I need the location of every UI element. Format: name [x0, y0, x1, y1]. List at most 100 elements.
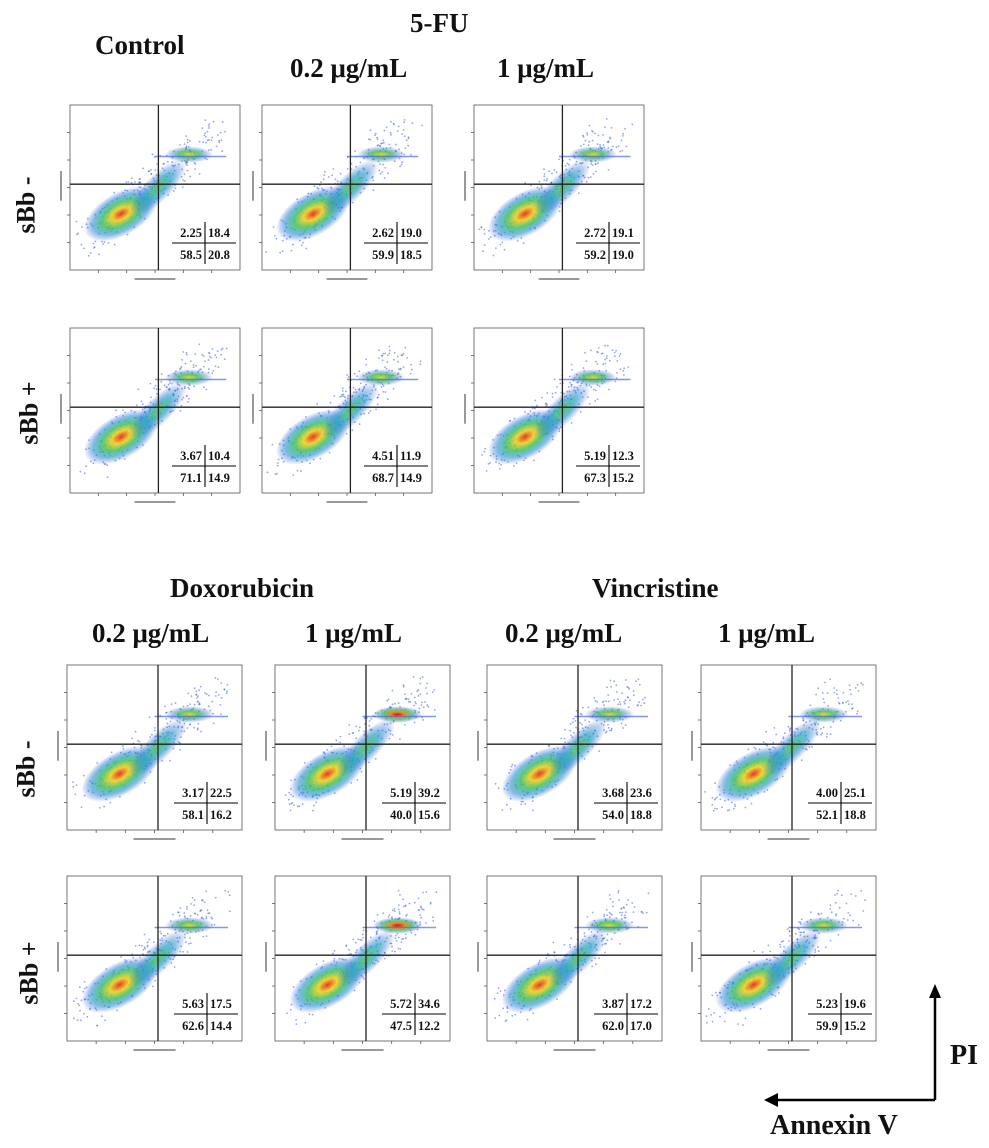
quadrant-value-q1: 5.19	[584, 449, 606, 463]
y-axis-caption	[57, 731, 59, 761]
event-dot	[425, 922, 427, 924]
event-dot	[642, 912, 644, 914]
event-dot	[511, 763, 514, 766]
event-dot	[229, 910, 231, 913]
event-dot	[284, 794, 287, 796]
event-dot	[335, 739, 338, 742]
event-dot	[487, 238, 490, 240]
event-dot	[173, 966, 176, 968]
event-dot	[579, 721, 581, 724]
event-dot	[833, 691, 836, 694]
event-dot	[617, 891, 620, 894]
event-dot	[374, 757, 377, 760]
event-dot	[619, 150, 622, 153]
event-dot	[851, 707, 853, 710]
event-dot	[632, 911, 635, 913]
event-dot	[110, 751, 113, 754]
event-dot	[130, 177, 133, 180]
event-dot	[584, 351, 586, 354]
event-dot	[381, 359, 384, 362]
event-dot	[823, 701, 826, 704]
event-dot	[829, 908, 831, 910]
event-dot	[624, 127, 626, 130]
event-dot	[170, 703, 173, 706]
event-dot	[842, 691, 845, 694]
event-dot	[198, 140, 201, 143]
event-dot	[397, 360, 400, 363]
event-dot	[427, 706, 430, 708]
x-axis-label-annexin: Annexin V	[770, 1110, 898, 1141]
event-dot	[301, 803, 304, 806]
event-dot	[287, 798, 290, 801]
event-dot	[382, 352, 385, 355]
event-dot	[323, 170, 326, 173]
event-dot	[836, 893, 839, 895]
event-dot	[835, 689, 838, 692]
event-dot	[191, 896, 194, 899]
event-dot	[205, 693, 208, 696]
event-dot	[734, 805, 737, 808]
event-dot	[627, 366, 630, 368]
event-dot	[596, 701, 599, 703]
event-dot	[410, 153, 412, 156]
event-dot	[627, 706, 630, 709]
event-dot	[480, 226, 483, 229]
event-dot	[208, 139, 210, 141]
event-dot	[520, 803, 523, 806]
event-dot	[383, 129, 386, 132]
event-dot	[625, 679, 627, 681]
event-dot	[829, 733, 832, 736]
facs-panel: 5.72 34.6 47.5 12.2	[265, 875, 451, 1051]
event-dot	[340, 395, 343, 398]
event-dot	[862, 910, 865, 912]
event-dot	[345, 944, 348, 947]
event-dot	[107, 242, 110, 244]
event-dot	[193, 726, 195, 729]
event-dot	[541, 396, 543, 399]
annexin-arrow	[764, 1093, 935, 1107]
event-dot	[378, 169, 381, 172]
event-dot	[341, 390, 344, 392]
event-dot	[826, 733, 829, 735]
x-axis-caption	[133, 838, 176, 840]
late-apoptotic-cluster	[165, 146, 213, 163]
event-dot	[205, 141, 207, 144]
y-axis-caption	[57, 942, 59, 972]
event-dot	[534, 407, 536, 410]
event-dot	[196, 696, 198, 699]
event-dot	[623, 374, 625, 376]
event-dot	[188, 388, 191, 390]
event-dot	[608, 911, 611, 914]
event-dot	[414, 901, 416, 904]
quadrant-value-q4: 15.6	[418, 808, 440, 822]
event-dot	[612, 145, 614, 148]
event-dot	[383, 957, 386, 960]
event-dot	[401, 354, 404, 357]
event-dot	[374, 134, 376, 137]
event-dot	[138, 944, 141, 947]
event-dot	[210, 139, 213, 142]
event-dot	[642, 698, 644, 701]
event-dot	[553, 169, 556, 171]
event-dot	[558, 210, 561, 213]
event-dot	[732, 807, 735, 810]
event-dot	[761, 951, 764, 953]
event-dot	[417, 689, 420, 692]
event-dot	[623, 916, 626, 919]
event-dot	[710, 1014, 712, 1016]
event-dot	[714, 797, 717, 800]
event-dot	[822, 697, 825, 700]
event-dot	[606, 914, 609, 917]
event-dot	[753, 746, 756, 749]
event-dot	[484, 447, 486, 450]
event-dot	[208, 127, 210, 129]
event-dot	[186, 141, 189, 144]
event-dot	[643, 702, 646, 705]
event-dot	[604, 362, 607, 365]
event-dot	[393, 908, 396, 910]
event-dot	[331, 174, 333, 177]
event-dot	[621, 911, 623, 914]
event-dot	[864, 899, 866, 901]
event-dot	[200, 909, 203, 911]
event-dot	[185, 135, 188, 138]
